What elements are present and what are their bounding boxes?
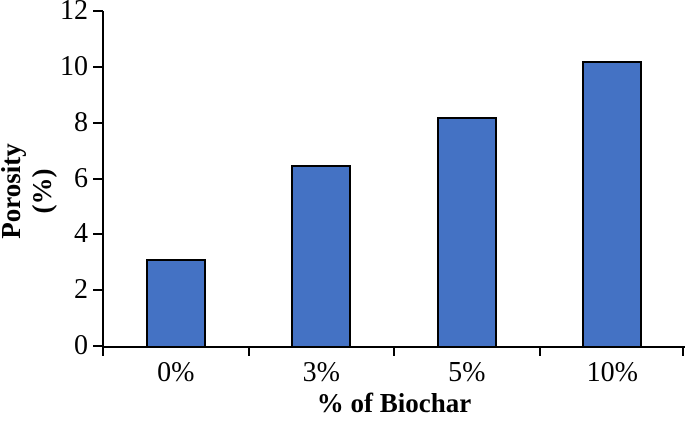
- bar-5%: [436, 117, 497, 348]
- y-axis-tick: [93, 10, 103, 12]
- y-axis-tick: [93, 177, 103, 180]
- y-axis-tick: [93, 121, 103, 124]
- x-axis-tick: [247, 347, 250, 356]
- y-axis-tick-label: 0: [74, 330, 88, 361]
- bar-3%: [291, 164, 352, 348]
- y-axis-tick-label: 8: [74, 106, 88, 138]
- y-axis-title-line-1: Porosity: [0, 143, 26, 239]
- y-axis-tick-label: 6: [74, 162, 88, 194]
- y-axis-tick-label: 2: [74, 274, 88, 306]
- x-axis-tick: [393, 347, 395, 356]
- x-axis-category-label: 3%: [302, 357, 340, 388]
- y-axis-tick-label: 4: [74, 218, 88, 250]
- x-axis-tick: [102, 347, 104, 356]
- x-axis-category-label: 0%: [157, 357, 195, 388]
- x-axis-tick: [682, 347, 684, 356]
- y-axis-tick: [93, 65, 103, 68]
- y-axis-tick: [93, 233, 103, 236]
- x-axis-title: % of Biochar: [316, 388, 472, 418]
- x-axis-category-label: 10%: [586, 357, 638, 388]
- bar-0%: [145, 259, 206, 348]
- y-axis-tick: [93, 345, 103, 347]
- y-axis-tick-label: 10: [60, 50, 88, 82]
- y-axis-tick: [93, 289, 103, 292]
- x-axis-tick: [538, 347, 541, 356]
- bar-10%: [582, 61, 643, 348]
- y-axis-tick-label: 12: [60, 0, 88, 26]
- x-axis-category-label: 5%: [448, 357, 486, 388]
